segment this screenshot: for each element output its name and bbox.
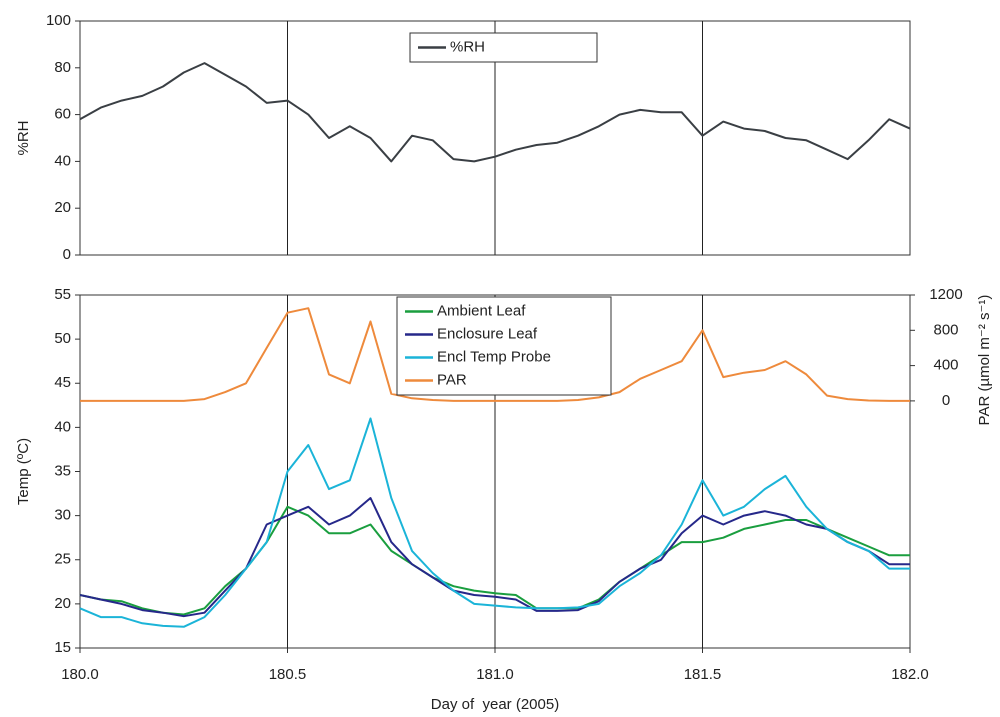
y-tick-label: 30 [54, 507, 71, 524]
legend-label: Encl Temp Probe [437, 348, 551, 365]
y-tick-label: 100 [46, 12, 71, 29]
x-tick-label: 181.5 [684, 666, 722, 683]
y-tick-label: 25 [54, 551, 71, 568]
y-tick-label: 0 [63, 246, 71, 263]
y-tick-label: 15 [54, 639, 71, 656]
y-tick-label: 40 [54, 418, 71, 435]
x-tick-label: 180.0 [61, 666, 99, 683]
y-axis-title: Temp (ºC) [15, 438, 32, 505]
series-line [79, 497, 910, 618]
x-tick-label: 181.0 [476, 666, 514, 683]
y2-tick-label: 0 [942, 392, 950, 409]
y-tick-label: 20 [54, 199, 71, 216]
legend-box [396, 296, 612, 396]
legend-label: Enclosure Leaf [437, 325, 538, 342]
series-line [79, 505, 910, 616]
y-tick-label: 60 [54, 106, 71, 123]
y2-tick-label: 1200 [929, 286, 962, 303]
y-tick-label: 55 [54, 286, 71, 303]
series-line [79, 62, 911, 163]
y-tick-label: 45 [54, 374, 71, 391]
legend-label: %RH [450, 38, 485, 55]
x-tick-label: 182.0 [891, 666, 929, 683]
y-tick-label: 80 [54, 59, 71, 76]
legend-label: PAR [437, 371, 467, 388]
y-tick-label: 40 [54, 152, 71, 169]
legend-label: Ambient Leaf [437, 302, 526, 319]
y-axis-title: %RH [15, 120, 32, 155]
series-line [79, 417, 910, 628]
y2-tick-label: 400 [933, 357, 958, 374]
series-line [80, 307, 910, 402]
x-tick-label: 180.5 [269, 666, 307, 683]
y2-tick-label: 800 [933, 321, 958, 338]
y-tick-label: 35 [54, 462, 71, 479]
y-tick-label: 50 [54, 330, 71, 347]
y-tick-label: 20 [54, 595, 71, 612]
y2-axis-title: PAR (µmol m⁻² s⁻¹) [976, 295, 993, 426]
x-axis-title: Day of year (2005) [431, 696, 559, 713]
